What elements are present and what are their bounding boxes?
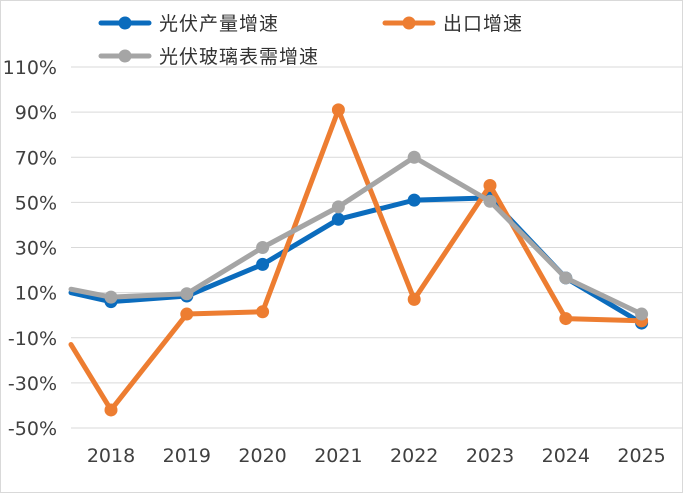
- data-point: [331, 103, 345, 117]
- y-tick-label: -30%: [8, 373, 57, 395]
- legend-label: 光伏产量增速: [159, 13, 279, 35]
- data-point: [559, 271, 573, 285]
- y-tick-label: 90%: [15, 102, 57, 124]
- legend-label: 光伏玻璃表需增速: [159, 46, 319, 68]
- data-point: [331, 200, 345, 214]
- x-tick-label: 2021: [314, 445, 362, 467]
- data-point: [256, 241, 270, 254]
- y-tick-label: -10%: [8, 328, 57, 350]
- data-point: [180, 307, 194, 321]
- data-point: [180, 287, 194, 301]
- data-point: [407, 292, 421, 306]
- legend-marker: [118, 16, 132, 30]
- data-point: [256, 257, 270, 271]
- legend-marker: [402, 16, 416, 30]
- grid-lines: [71, 66, 683, 429]
- y-tick-label: 70%: [15, 147, 57, 169]
- data-point: [483, 178, 497, 192]
- x-tick-label: 2018: [87, 445, 135, 467]
- legend-marker: [118, 49, 132, 63]
- data-point: [331, 212, 345, 226]
- series-line: [68, 107, 645, 413]
- data-point: [635, 307, 649, 321]
- data-point: [256, 305, 270, 319]
- series-lines: [68, 103, 649, 417]
- data-point: [104, 403, 118, 417]
- x-tick-label: 2022: [390, 445, 438, 467]
- y-tick-label: 30%: [15, 238, 57, 260]
- x-tick-label: 2024: [542, 445, 590, 467]
- x-tick-label: 2020: [238, 445, 286, 467]
- y-tick-label: 110%: [3, 57, 57, 79]
- y-tick-label: 10%: [15, 283, 57, 305]
- x-tick-label: 2023: [466, 445, 514, 467]
- axes: 110% 90% 70% 50% 30% 10% -10% -30% -50% 2018 2019 2…: [3, 57, 666, 467]
- data-point: [407, 150, 421, 164]
- data-point: [104, 290, 118, 304]
- x-tick-label: 2025: [617, 445, 665, 467]
- y-tick-label: -50%: [8, 418, 57, 440]
- y-tick-label: 50%: [15, 192, 57, 214]
- data-point: [483, 194, 497, 208]
- data-point: [559, 312, 573, 326]
- data-point: [407, 193, 421, 207]
- series-line: [68, 154, 645, 317]
- legend-label: 出口增速: [443, 13, 523, 35]
- x-tick-label: 2019: [163, 445, 211, 467]
